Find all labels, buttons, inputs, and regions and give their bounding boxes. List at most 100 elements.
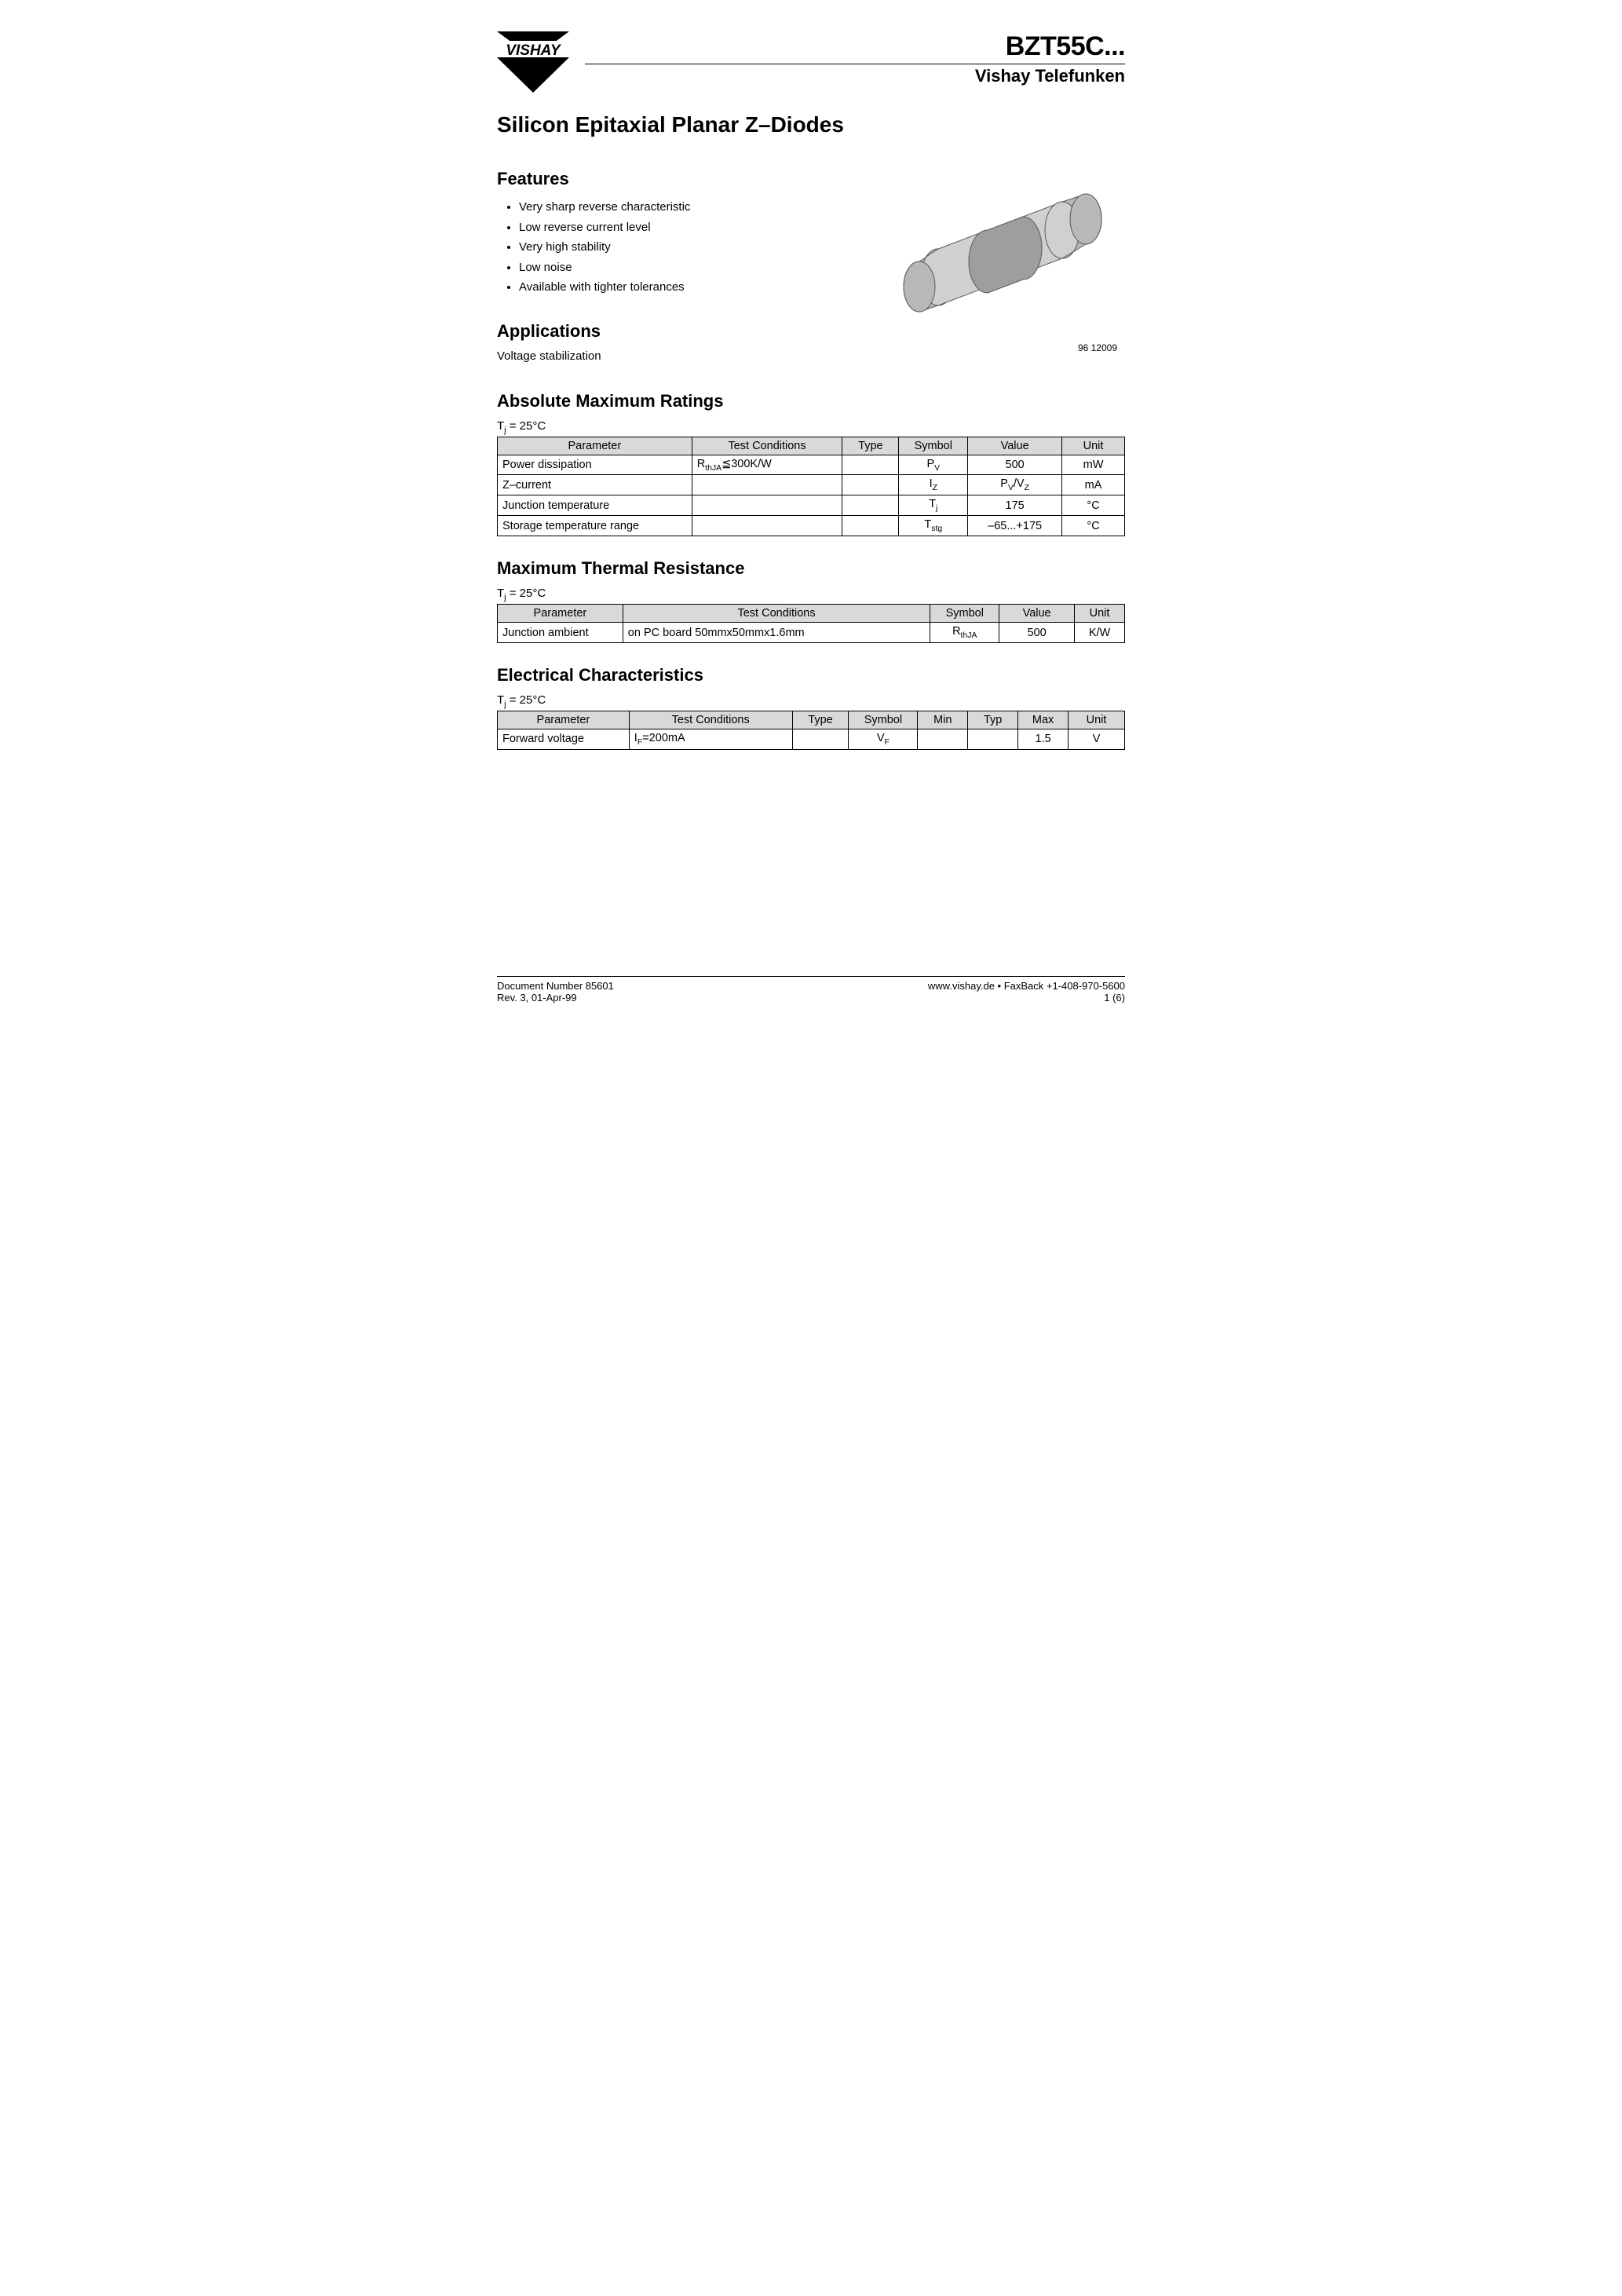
table-row: Junction temperature Tj175°C — [498, 495, 1125, 516]
cell-type — [842, 516, 899, 536]
cell-value: 175 — [968, 495, 1062, 516]
cell-type — [842, 475, 899, 495]
cell-test — [692, 475, 842, 495]
cell-symbol: IZ — [899, 475, 968, 495]
cell-unit: K/W — [1075, 623, 1125, 643]
col-parameter: Parameter — [498, 605, 623, 623]
col-unit: Unit — [1075, 605, 1125, 623]
abs-max-heading: Absolute Maximum Ratings — [497, 391, 1125, 411]
cell-unit: mA — [1062, 475, 1125, 495]
cell-test: RthJA≦300K/W — [692, 455, 842, 475]
doc-revision: Rev. 3, 01-Apr-99 — [497, 992, 577, 1004]
footer-right: www.vishay.de • FaxBack +1-408-970-5600 … — [928, 980, 1125, 1004]
footer-rule — [497, 976, 1125, 977]
col-parameter: Parameter — [498, 711, 630, 729]
col-value: Value — [999, 605, 1075, 623]
cell-symbol: RthJA — [930, 623, 999, 643]
footer-gap — [497, 772, 1125, 976]
abs-max-tbody: Power dissipationRthJA≦300K/W PV500mW Z–cu… — [498, 455, 1125, 536]
cell-test — [692, 495, 842, 516]
features-list: Very sharp reverse characteristic Low re… — [497, 197, 866, 298]
feature-item: Very sharp reverse characteristic — [519, 197, 866, 218]
col-symbol: Symbol — [930, 605, 999, 623]
col-type: Type — [792, 711, 849, 729]
brand-line: Vishay Telefunken — [585, 66, 1125, 86]
table-row: Z–currentIZPV/VZmA — [498, 475, 1125, 495]
col-typ: Typ — [968, 711, 1018, 729]
title-block: BZT55C... Vishay Telefunken — [569, 31, 1125, 86]
page-number: 1 (6) — [1104, 992, 1125, 1004]
svg-text:VISHAY: VISHAY — [506, 42, 562, 59]
abs-max-table: Parameter Test Conditions Type Symbol Va… — [497, 437, 1125, 537]
cond-rest: = 25°C — [506, 419, 546, 433]
cell-symbol: Tstg — [899, 516, 968, 536]
col-symbol: Symbol — [849, 711, 918, 729]
electrical-tbody: Forward voltageIF=200mA VF 1.5V — [498, 729, 1125, 749]
cell-typ — [968, 729, 1018, 749]
cell-unit: V — [1069, 729, 1125, 749]
table-row: Junction ambienton PC board 50mmx50mmx1.… — [498, 623, 1125, 643]
cell-unit: mW — [1062, 455, 1125, 475]
cell-value: –65...+175 — [968, 516, 1062, 536]
col-unit: Unit — [1062, 437, 1125, 455]
cond-sym: T — [497, 419, 504, 433]
feature-item: Very high stability — [519, 237, 866, 258]
col-test: Test Conditions — [623, 605, 930, 623]
cell-test: IF=200mA — [629, 729, 792, 749]
table-row: Forward voltageIF=200mA VF 1.5V — [498, 729, 1125, 749]
cell-unit: °C — [1062, 516, 1125, 536]
datasheet-page: VISHAY BZT55C... Vishay Telefunken Silic… — [458, 0, 1164, 1027]
diagram-column: 96 12009 — [890, 169, 1125, 391]
cell-parameter: Junction temperature — [498, 495, 692, 516]
cell-test — [692, 516, 842, 536]
page-header: VISHAY BZT55C... Vishay Telefunken — [497, 31, 1125, 97]
doc-number: Document Number 85601 — [497, 980, 614, 992]
cell-unit: °C — [1062, 495, 1125, 516]
electrical-heading: Electrical Characteristics — [497, 665, 1125, 686]
features-row: Features Very sharp reverse characterist… — [497, 169, 1125, 391]
vishay-logo-icon: VISHAY — [497, 31, 569, 93]
table-row: Storage temperature range Tstg–65...+175°… — [498, 516, 1125, 536]
col-test: Test Conditions — [692, 437, 842, 455]
footer-url: www.vishay.de • FaxBack +1-408-970-5600 — [928, 980, 1125, 992]
main-title: Silicon Epitaxial Planar Z–Diodes — [497, 112, 1125, 137]
col-type: Type — [842, 437, 899, 455]
cell-symbol: Tj — [899, 495, 968, 516]
electrical-table: Parameter Test Conditions Type Symbol Mi… — [497, 711, 1125, 750]
col-parameter: Parameter — [498, 437, 692, 455]
cond-rest: = 25°C — [506, 587, 546, 600]
cell-type — [842, 455, 899, 475]
cell-parameter: Z–current — [498, 475, 692, 495]
cell-max: 1.5 — [1018, 729, 1069, 749]
electrical-condition: Tj = 25°C — [497, 693, 1125, 709]
feature-item: Low reverse current level — [519, 218, 866, 238]
cell-symbol: VF — [849, 729, 918, 749]
thermal-condition: Tj = 25°C — [497, 587, 1125, 602]
cell-parameter: Junction ambient — [498, 623, 623, 643]
features-column: Features Very sharp reverse characterist… — [497, 169, 866, 391]
cell-symbol: PV — [899, 455, 968, 475]
col-value: Value — [968, 437, 1062, 455]
thermal-heading: Maximum Thermal Resistance — [497, 558, 1125, 579]
cell-value: 500 — [968, 455, 1062, 475]
col-min: Min — [918, 711, 968, 729]
footer-left: Document Number 85601 Rev. 3, 01-Apr-99 — [497, 980, 614, 1004]
feature-item: Available with tighter tolerances — [519, 277, 866, 298]
cell-parameter: Power dissipation — [498, 455, 692, 475]
features-heading: Features — [497, 169, 866, 189]
applications-heading: Applications — [497, 321, 866, 342]
package-diagram-icon — [897, 177, 1117, 334]
thermal-table: Parameter Test Conditions Symbol Value U… — [497, 604, 1125, 643]
table-row: Power dissipationRthJA≦300K/W PV500mW — [498, 455, 1125, 475]
page-footer: Document Number 85601 Rev. 3, 01-Apr-99 … — [497, 980, 1125, 1004]
cell-test: on PC board 50mmx50mmx1.6mm — [623, 623, 930, 643]
cond-sym: T — [497, 587, 504, 600]
cell-parameter: Forward voltage — [498, 729, 630, 749]
cell-parameter: Storage temperature range — [498, 516, 692, 536]
cell-min — [918, 729, 968, 749]
abs-max-condition: Tj = 25°C — [497, 419, 1125, 435]
cell-type — [792, 729, 849, 749]
thermal-tbody: Junction ambienton PC board 50mmx50mmx1.… — [498, 623, 1125, 643]
part-number: BZT55C... — [585, 31, 1125, 62]
col-test: Test Conditions — [629, 711, 792, 729]
